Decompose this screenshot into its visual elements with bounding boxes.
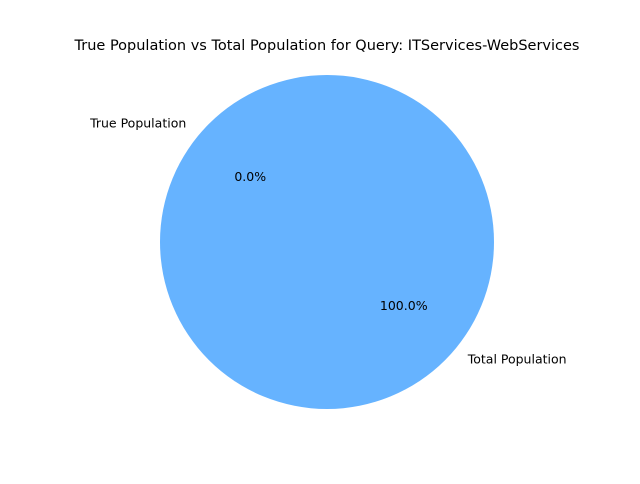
pie-slice-total-population [160,75,494,409]
slice-percent-true-population: 0.0% [234,169,266,184]
slice-label-total-population: Total Population [467,352,567,367]
chart-title: True Population vs Total Population for … [74,38,580,54]
slice-percent-total-population: 100.0% [380,298,428,313]
pie-labels: True Population 0.0% Total Population 100.0… [89,115,566,366]
pie-slices [160,75,494,409]
slice-label-true-population: True Population [89,115,186,130]
